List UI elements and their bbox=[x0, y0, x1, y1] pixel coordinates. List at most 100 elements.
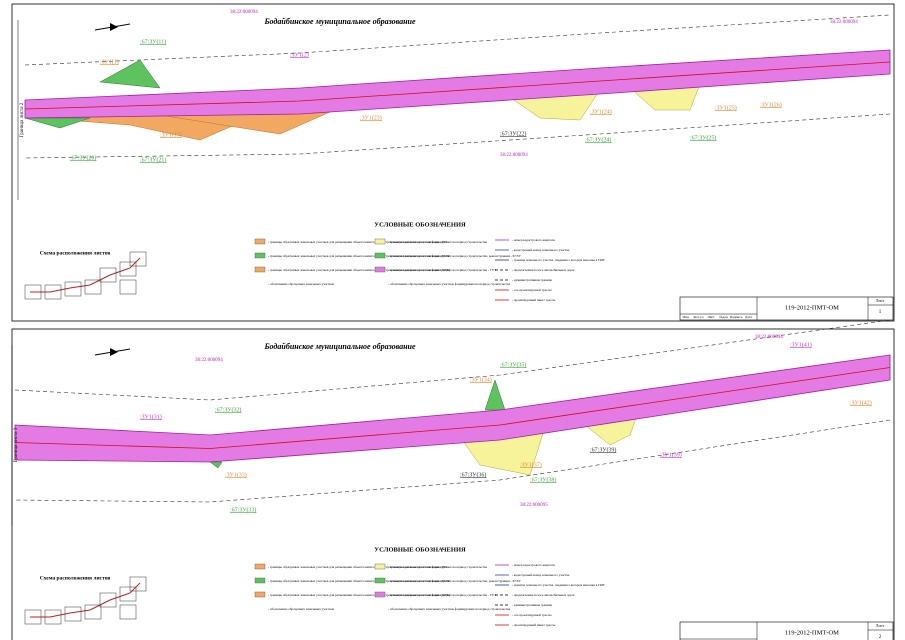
legend-text: - границы земельных участков формируемых… bbox=[388, 254, 521, 259]
parcel-label: :67:ЗУ(22) bbox=[500, 130, 526, 137]
scheme-cell bbox=[119, 586, 137, 602]
legend-text: - границы земельных участков формируемых… bbox=[388, 268, 496, 272]
legend-swatch bbox=[374, 563, 386, 570]
parcel-label: :ЗУ1(26) bbox=[760, 101, 782, 108]
parcel-label: :ЗУ1(24) bbox=[590, 108, 612, 115]
green-area bbox=[24, 117, 91, 129]
scheme-cell bbox=[44, 284, 62, 300]
title-block bbox=[679, 621, 894, 640]
legend-title: УСЛОВНЫЕ ОБОЗНАЧЕНИЯ bbox=[374, 221, 466, 228]
parcel-label: :67:ЗУ(32) bbox=[215, 406, 241, 413]
scheme-cell bbox=[24, 284, 42, 300]
legend-text: - проектируемый пикет трассы bbox=[512, 623, 556, 627]
stamp-col: Изм. bbox=[683, 315, 690, 319]
scheme-cells bbox=[30, 582, 141, 618]
north-arrow-head bbox=[110, 348, 118, 356]
legend-swatch bbox=[254, 591, 266, 598]
legend-swatch bbox=[374, 266, 386, 273]
quarter-label: 38:22:000094 bbox=[230, 10, 258, 15]
parcel-label: :67:ЗУ(21) bbox=[140, 156, 166, 163]
stamp-col: Дата bbox=[745, 315, 752, 319]
boundary bbox=[14, 419, 891, 503]
legend-text: - граница земельного участка, сведения о… bbox=[512, 583, 605, 588]
parcel-label: :ЗУ1(25) bbox=[715, 104, 737, 111]
legend-text: - административная граница bbox=[512, 603, 553, 607]
boundary bbox=[24, 14, 891, 66]
quarter-label: 38:22:000095 bbox=[520, 503, 548, 508]
legend-text: - кадастровый номер земельного участка bbox=[512, 573, 570, 577]
legend-text: - обозначение образуемых земельных участ… bbox=[268, 282, 334, 286]
scheme-cell bbox=[119, 279, 137, 295]
quarter-label: 38:22:000094 bbox=[500, 153, 528, 158]
green-area bbox=[484, 379, 506, 411]
north-arrow-head bbox=[110, 23, 118, 31]
scheme-cell bbox=[24, 609, 42, 625]
sheet-title: Бодайбинское муниципальное образование bbox=[263, 17, 416, 26]
scheme-cell bbox=[119, 261, 137, 277]
parcel-label: :67:ЗУ(25) bbox=[690, 134, 716, 141]
legend-swatch bbox=[374, 252, 386, 259]
green-area bbox=[99, 59, 161, 89]
legend-swatch bbox=[254, 266, 266, 273]
legend-text: - граница земельного участка, сведения о… bbox=[512, 258, 605, 263]
sheet: Граница листа 3 Бодайбинское муниципально… bbox=[11, 319, 895, 640]
legend-text: - границы земельных участков формируемых… bbox=[388, 593, 496, 597]
legend-text: - предлагаемая полоса автомобильных доро… bbox=[512, 268, 576, 272]
legend-text: - номер кадастрового квартала bbox=[512, 238, 555, 242]
stamp-col: Лист bbox=[707, 315, 715, 319]
legend-text: - обозначение образуемых земельных участ… bbox=[268, 607, 334, 611]
parcel-label: :ЗУ1(23) bbox=[360, 114, 382, 121]
sheet-number: 2 bbox=[879, 635, 882, 640]
legend-text: - границы земельных участков формируемых… bbox=[388, 240, 488, 244]
legend-text: - границы образуемых земельных участков … bbox=[268, 254, 451, 258]
legend-text: - границы земельных участков формируемых… bbox=[388, 579, 521, 584]
parcel-label: :ЗУ1(41) bbox=[790, 341, 812, 348]
legend-swatch bbox=[254, 238, 266, 245]
scheme-cell bbox=[84, 604, 102, 620]
legend-text: - кадастровый номер земельного участка bbox=[512, 248, 570, 252]
drawing-code: 119-2012-ПМТ-ОМ bbox=[785, 304, 839, 311]
quarter-label: 38:22:000094 bbox=[195, 358, 223, 363]
legend-text: - ось проектируемой трассы bbox=[512, 288, 552, 292]
parcel-label: :ЗУ1(17) bbox=[160, 131, 182, 138]
edge-label: Граница листа 2 bbox=[20, 102, 25, 137]
scheme-cell bbox=[129, 251, 147, 267]
scheme-cell bbox=[64, 281, 82, 297]
scheme-cell bbox=[64, 606, 82, 622]
sheet-number: 1 bbox=[879, 310, 882, 315]
scheme-cell bbox=[129, 576, 147, 592]
parcel-label: :67:ЗУ(36) bbox=[460, 471, 486, 478]
legend-text: - предлагаемая полоса автомобильных доро… bbox=[512, 593, 576, 597]
sheet-label: Лист bbox=[876, 623, 885, 628]
legend-text: - границы образуемых земельных участков … bbox=[268, 593, 450, 597]
green-area bbox=[209, 461, 223, 469]
route-axis bbox=[24, 61, 891, 110]
corridor bbox=[14, 354, 891, 463]
legend-title: УСЛОВНЫЕ ОБОЗНАЧЕНИЯ bbox=[374, 546, 466, 553]
sheet-frame bbox=[11, 3, 895, 322]
parcel-label: :ЗУ1(31) bbox=[140, 413, 162, 420]
legend-text: - границы земельных участков формируемых… bbox=[388, 565, 488, 569]
scheme-title: Схема расположения листов bbox=[40, 575, 111, 581]
scheme-cell bbox=[99, 267, 117, 283]
parcel-label: :ЗУ1(2) bbox=[290, 51, 309, 58]
parcel-label: :ЗУ1(39) bbox=[660, 451, 682, 458]
legend-text: - границы образуемых земельных участков … bbox=[268, 565, 448, 569]
route-axis bbox=[14, 367, 891, 449]
legend-swatch bbox=[254, 563, 266, 570]
legend-text: - административная граница bbox=[512, 278, 553, 282]
stamp-col: Подпись bbox=[730, 315, 743, 319]
sheet: Граница листа 2 Бодайбинское муниципально… bbox=[11, 3, 895, 322]
legend-swatch bbox=[374, 591, 386, 598]
scheme-cell bbox=[84, 279, 102, 295]
legend-text: - границы образуемых земельных участков … bbox=[268, 579, 451, 583]
drawing-code: 119-2012-ПМТ-ОМ bbox=[785, 629, 839, 636]
legend-text: - номер кадастрового квартала bbox=[512, 563, 555, 567]
legend-swatch bbox=[254, 252, 266, 259]
scheme-cell bbox=[44, 609, 62, 625]
stamp-col: Кол.уч bbox=[694, 315, 704, 319]
sheet-title: Бодайбинское муниципальное образование bbox=[263, 342, 416, 351]
boundary bbox=[24, 113, 891, 159]
parcel-label: :67:ЗУ(35) bbox=[500, 361, 526, 368]
